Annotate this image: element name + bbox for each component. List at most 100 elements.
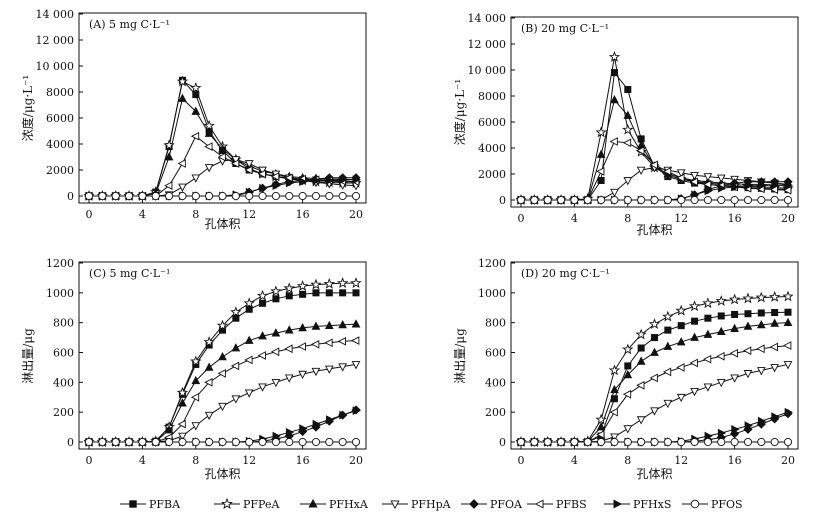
y-tick-label: 400 [53,376,74,389]
data-point [650,407,659,416]
legend-label: PFHpA [411,498,452,511]
x-tick-label: 8 [624,454,631,467]
legend-marker [308,498,318,508]
y-axis-label: 浓度/μg·L⁻¹ [452,79,467,145]
data-point [730,323,739,332]
data-point [259,183,268,193]
data-point [731,424,740,434]
data-point [244,389,254,398]
data-point [258,331,267,340]
x-tick-label: 12 [242,208,256,221]
legend-item: PFOS [682,498,743,511]
series-PFBA [89,292,356,443]
data-point [218,144,227,153]
data-point [192,91,200,99]
data-point [583,195,592,205]
data-point [716,351,725,361]
y-tick-label: 14 000 [468,12,507,25]
x-tick-label: 20 [781,212,795,225]
data-point [191,174,201,183]
data-point [676,363,685,372]
data-point [338,191,347,201]
data-point [637,195,646,205]
panel-title: (C) 5 mg C·L⁻¹ [89,267,170,280]
y-tick-label: 0 [67,436,74,449]
data-point [337,336,346,346]
legend-marker [469,499,479,509]
data-point [783,361,793,370]
data-point [285,178,295,188]
legend-item: PFBA [120,498,181,511]
data-point [217,369,226,378]
legend-item: PFPeA [214,497,280,511]
data-point [610,69,618,77]
data-point [203,336,215,347]
y-tick-label: 800 [485,317,506,330]
y-tick-label: 12 000 [36,34,75,47]
data-point [352,175,361,185]
data-point [610,433,619,442]
x-tick-label: 20 [349,208,363,221]
data-point [595,413,607,425]
data-point [245,191,254,201]
data-point [636,380,645,390]
data-point [324,365,334,374]
data-point [622,343,634,355]
data-point [704,431,713,441]
data-point [595,126,607,138]
data-point [743,346,752,356]
data-point [191,375,201,385]
legend-item: PFHxS [604,498,671,511]
y-tick-label: 200 [485,406,506,419]
data-point [703,173,713,182]
data-point [636,146,645,155]
data-point [283,282,295,294]
legend-label: PFHxS [633,498,671,511]
data-point [649,373,658,383]
data-point [744,310,752,318]
data-point [270,285,282,297]
data-point [323,277,335,289]
legend-marker [390,500,400,510]
y-tick-label: 400 [485,376,506,389]
data-point [691,317,699,325]
data-point [557,195,566,205]
legend-item: PFHpA [382,498,452,511]
data-point [284,374,294,383]
data-point [231,395,241,404]
data-point [272,295,280,303]
data-point [258,191,267,201]
data-point [690,171,699,181]
x-tick-label: 12 [242,454,256,467]
data-point [178,398,187,407]
plot-frame [78,261,367,450]
data-point [689,358,698,368]
data-point [703,329,713,338]
x-tick-label: 0 [518,454,525,467]
data-point [177,159,186,168]
y-tick-label: 4000 [478,142,506,155]
data-point [271,379,281,388]
series-line [89,292,356,443]
legend-marker [221,497,233,510]
y-tick-label: 4000 [46,138,74,151]
plot-frame [510,261,799,450]
data-point [350,277,362,288]
data-point [770,195,779,205]
data-point [690,387,699,397]
data-point [636,416,646,425]
data-point [623,437,632,447]
data-point [717,428,727,438]
data-point [178,437,187,447]
data-point [299,290,307,298]
data-point [325,176,335,185]
data-point [756,367,766,376]
data-point [244,165,253,175]
legend-label: PFOA [490,498,523,511]
data-point [608,51,621,62]
data-point [610,437,619,447]
data-point [125,191,134,201]
data-point [164,425,174,434]
data-point [610,94,619,104]
data-point [663,437,672,447]
